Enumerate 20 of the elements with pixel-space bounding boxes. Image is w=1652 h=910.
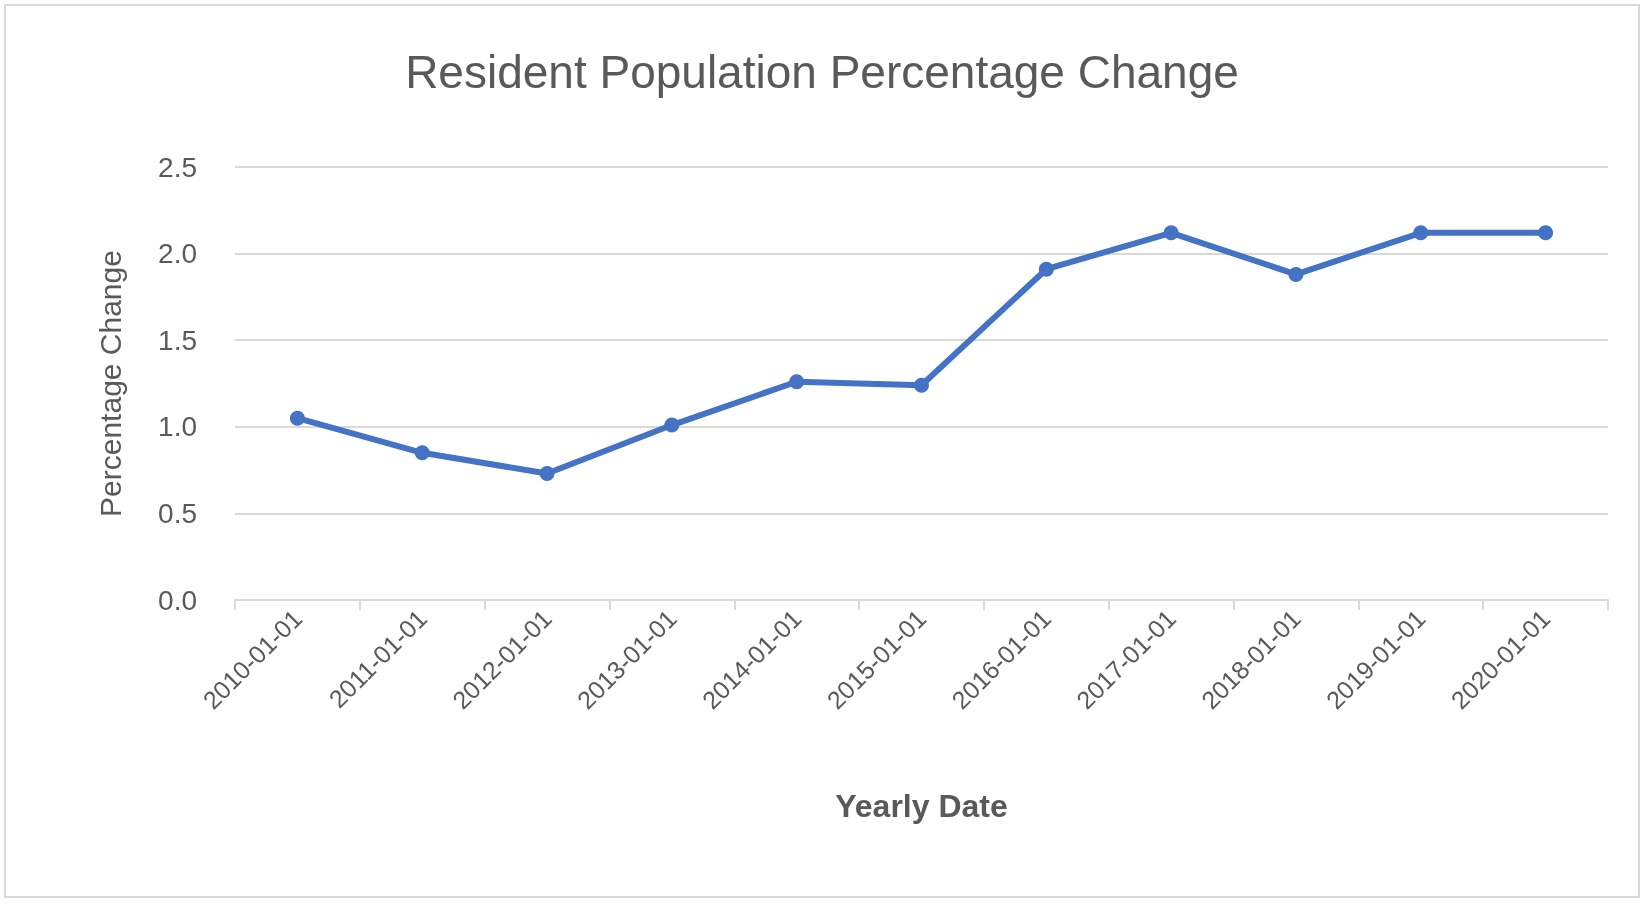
point xyxy=(664,417,680,433)
point xyxy=(1163,225,1179,241)
point xyxy=(1288,266,1304,282)
point xyxy=(414,445,430,461)
point xyxy=(789,374,805,390)
point xyxy=(1413,225,1429,241)
point xyxy=(539,466,555,482)
y-tick-label: 0.5 xyxy=(158,497,197,529)
y-tick-label: 2.5 xyxy=(158,151,197,183)
x-axis-title: Yearly Date xyxy=(835,788,1008,824)
y-tick-label: 1.5 xyxy=(158,324,197,356)
point xyxy=(1538,225,1554,241)
point xyxy=(1038,261,1054,277)
y-tick-label: 0.0 xyxy=(158,584,197,616)
y-tick-label: 1.0 xyxy=(158,411,197,443)
point xyxy=(914,377,929,393)
y-axis-title: Percentage Change xyxy=(93,250,127,517)
y-tick-label: 2.0 xyxy=(158,238,197,270)
point xyxy=(289,410,305,426)
chart-title: Resident Population Percentage Change xyxy=(405,46,1239,98)
